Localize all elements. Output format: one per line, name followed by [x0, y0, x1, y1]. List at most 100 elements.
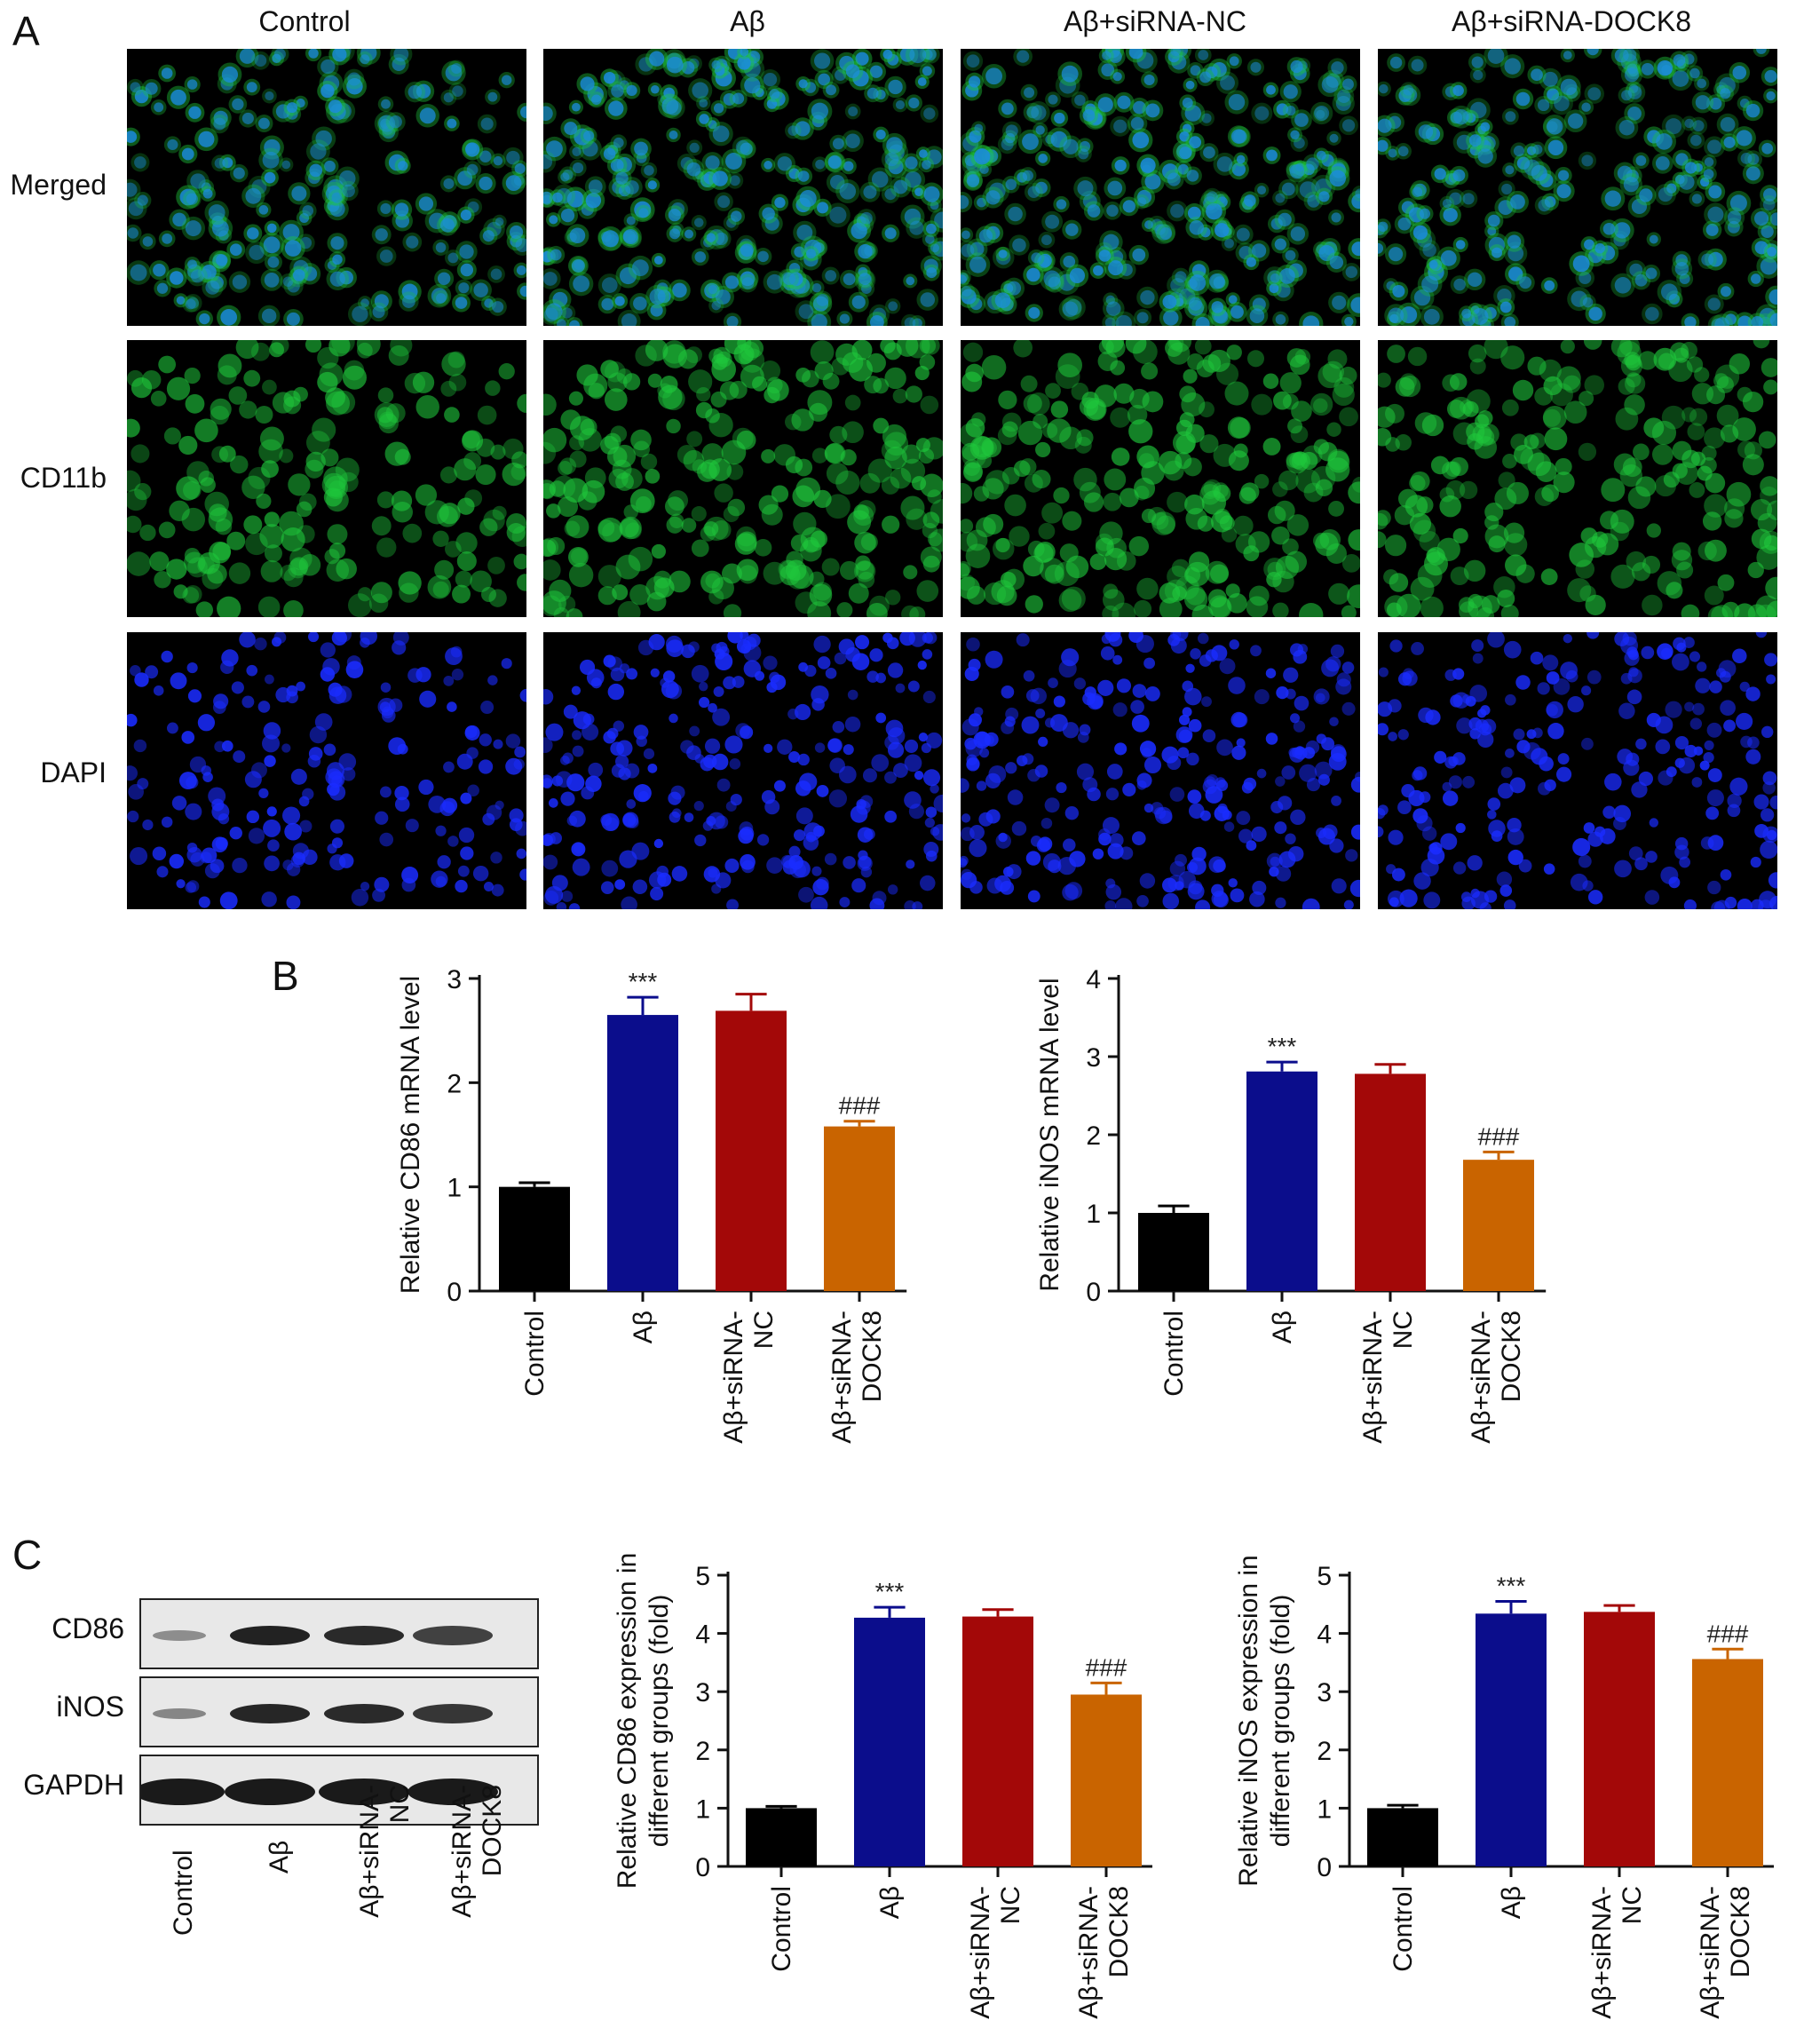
micrograph-merged-abeta-sirna-dock8	[1378, 49, 1777, 326]
blot-band-inos-lane-3	[324, 1704, 404, 1723]
cd86_protein-xtick-label-control: Control	[767, 1886, 796, 1972]
inos_protein-xtick-label-abeta-sirna-nc: Aβ+siRNA- NC	[1587, 1886, 1647, 2019]
svg-text:Control: Control	[1389, 1886, 1418, 1972]
cd86_mrna-ytick-label: 3	[447, 965, 462, 994]
inos_protein-ytick-label: 1	[1317, 1794, 1332, 1824]
panel-label-c: C	[12, 1532, 43, 1578]
svg-text:Control: Control	[520, 1311, 550, 1397]
micrograph-merged-abeta-sirna-nc	[961, 49, 1360, 326]
svg-text:Aβ+siRNA-: Aβ+siRNA-	[1074, 1886, 1104, 2019]
inos_protein-ytick-label: 0	[1317, 1853, 1332, 1882]
inos_protein-ylabel: Relative iNOS expression in	[1234, 1555, 1263, 1887]
blot-band-inos-lane-2	[230, 1704, 310, 1723]
inos_protein-bar-abeta-sirna-dock8	[1692, 1659, 1763, 1866]
inos_protein-ytick-label: 2	[1317, 1737, 1332, 1766]
svg-text:DOCK8: DOCK8	[858, 1311, 887, 1402]
cd86_protein-ylabel: different groups (fold)	[645, 1595, 674, 1848]
inos_protein-ytick-label: 5	[1317, 1562, 1332, 1591]
micrograph-dapi-abeta-sirna-nc	[961, 632, 1360, 909]
panel-label-b: B	[272, 953, 299, 999]
svg-text:Control: Control	[767, 1886, 796, 1972]
column-header-abeta-sirna-nc: Aβ+siRNA-NC	[1064, 5, 1246, 37]
cd86_protein-bar-abeta-sirna-dock8	[1071, 1694, 1142, 1866]
svg-text:Aβ: Aβ	[875, 1886, 905, 1919]
blot-label-inos: iNOS	[56, 1691, 124, 1723]
cd86_protein-xtick-label-abeta-sirna-dock8: Aβ+siRNA- DOCK8	[1074, 1886, 1134, 2019]
blot-band-cd86-lane-2	[230, 1626, 310, 1645]
svg-text:Aβ: Aβ	[1268, 1311, 1297, 1343]
blot-strip-gapdh	[139, 1755, 539, 1826]
column-header-abeta: Aβ	[730, 5, 765, 37]
blot-band-inos-lane-4	[413, 1704, 493, 1723]
inos_mrna-annotation-abeta-sirna-dock8: ###	[1478, 1122, 1520, 1150]
blot-band-inos-lane-1	[153, 1708, 206, 1719]
inos_mrna-annotation-abeta: ***	[1268, 1033, 1297, 1060]
blot-lane-label-abeta-sirna-dock8: Aβ+siRNA- DOCK8	[447, 1785, 507, 1918]
cd86_protein-ytick-label: 2	[695, 1737, 710, 1766]
blot-label-gapdh: GAPDH	[23, 1769, 124, 1801]
row-header-merged: Merged	[10, 169, 107, 201]
inos_mrna-ytick-label: 1	[1086, 1200, 1101, 1229]
micrograph-dapi-control	[127, 632, 526, 909]
svg-text:DOCK8: DOCK8	[1104, 1886, 1134, 1977]
inos-mrna-chart: 0 1 2 3 4 Relative iNOS mRNA level Control *** A…	[1035, 965, 1547, 1444]
blot-band-cd86-lane-3	[324, 1626, 404, 1645]
inos_protein-xtick-label-abeta-sirna-dock8: Aβ+siRNA- DOCK8	[1696, 1886, 1755, 2019]
inos_protein-annotation-abeta-sirna-dock8: ###	[1707, 1620, 1749, 1647]
cd86_mrna-xtick-label-control: Control	[520, 1311, 550, 1397]
micrograph-dapi-abeta-sirna-dock8	[1378, 632, 1777, 909]
cd86_mrna-annotation-abeta-sirna-dock8: ###	[839, 1092, 881, 1120]
cd86_protein-ylabel: Relative CD86 expression in	[613, 1553, 642, 1890]
row-header-dapi: DAPI	[40, 757, 107, 788]
cd86_protein-ytick-label: 0	[695, 1853, 710, 1882]
cd86_mrna-bar-abeta-sirna-nc	[716, 1010, 787, 1291]
svg-text:Aβ+siRNA-: Aβ+siRNA-	[966, 1886, 995, 2019]
svg-text:NC: NC	[996, 1886, 1025, 1924]
svg-text:Aβ+siRNA-: Aβ+siRNA-	[1587, 1886, 1617, 2019]
cd86_protein-bar-abeta	[854, 1617, 925, 1866]
cd86-mrna-chart: 0 1 2 3 Relative CD86 mRNA level Control *** Aβ…	[396, 965, 907, 1444]
cd86_protein-ytick-label: 3	[695, 1678, 710, 1707]
blot-band-gapdh-lane-3	[319, 1779, 409, 1805]
svg-text:Aβ: Aβ	[629, 1311, 658, 1343]
cd86_protein-annotation-abeta: ***	[875, 1578, 905, 1605]
blot-band-gapdh-lane-4	[407, 1779, 498, 1805]
cd86_mrna-ytick-label: 0	[447, 1278, 462, 1307]
cd86_mrna-bar-control	[499, 1186, 570, 1291]
blot-band-cd86-lane-1	[153, 1630, 206, 1641]
blot-strip-inos	[139, 1676, 539, 1747]
cd86_mrna-ytick-label: 2	[447, 1069, 462, 1098]
micrograph-merged-abeta	[543, 49, 943, 326]
inos_protein-xtick-label-abeta: Aβ	[1497, 1886, 1526, 1919]
inos_protein-xtick-label-control: Control	[1389, 1886, 1418, 1972]
cd86_protein-xtick-label-abeta: Aβ	[875, 1886, 905, 1919]
micrograph-cd11b-abeta	[543, 340, 943, 617]
inos-protein-chart: 0 1 2 3 4 5 Relative iNOS expression in differe…	[1234, 1555, 1774, 2019]
svg-text:Aβ+siRNA-: Aβ+siRNA-	[827, 1311, 857, 1444]
svg-text:Aβ+siRNA-: Aβ+siRNA-	[719, 1311, 748, 1444]
inos_protein-annotation-abeta: ***	[1497, 1573, 1526, 1600]
inos_mrna-xtick-label-abeta-sirna-nc: Aβ+siRNA- NC	[1358, 1311, 1418, 1444]
column-header-abeta-sirna-dock8: Aβ+siRNA-DOCK8	[1451, 5, 1691, 37]
row-header-cd11b: CD11b	[20, 462, 107, 494]
inos_mrna-bar-abeta-sirna-nc	[1355, 1073, 1426, 1291]
svg-text:Aβ+siRNA-: Aβ+siRNA-	[1358, 1311, 1388, 1444]
svg-text:DOCK8: DOCK8	[1497, 1311, 1526, 1402]
micrograph-cd11b-abeta-sirna-dock8	[1378, 340, 1777, 617]
cd86_protein-ytick-label: 5	[695, 1562, 710, 1591]
micrograph-cd11b-abeta-sirna-nc	[961, 340, 1360, 617]
inos_mrna-xtick-label-control: Control	[1159, 1311, 1189, 1397]
cd86_mrna-ytick-label: 1	[447, 1174, 462, 1203]
svg-text:DOCK8: DOCK8	[1726, 1886, 1755, 1977]
cd86_mrna-xtick-label-abeta: Aβ	[629, 1311, 658, 1343]
blot-strip-cd86	[139, 1598, 539, 1669]
blot-band-gapdh-lane-1	[141, 1779, 225, 1805]
cd86_protein-ytick-label: 1	[695, 1794, 710, 1824]
blot-label-cd86: CD86	[51, 1612, 124, 1644]
micrograph-merged-control	[127, 49, 526, 326]
cd86_mrna-annotation-abeta: ***	[629, 968, 658, 995]
inos_protein-ylabel: different groups (fold)	[1266, 1595, 1295, 1848]
cd86_protein-xtick-label-abeta-sirna-nc: Aβ+siRNA- NC	[966, 1886, 1025, 2019]
svg-text:Aβ: Aβ	[1497, 1886, 1526, 1919]
inos_protein-bar-abeta	[1476, 1613, 1547, 1866]
